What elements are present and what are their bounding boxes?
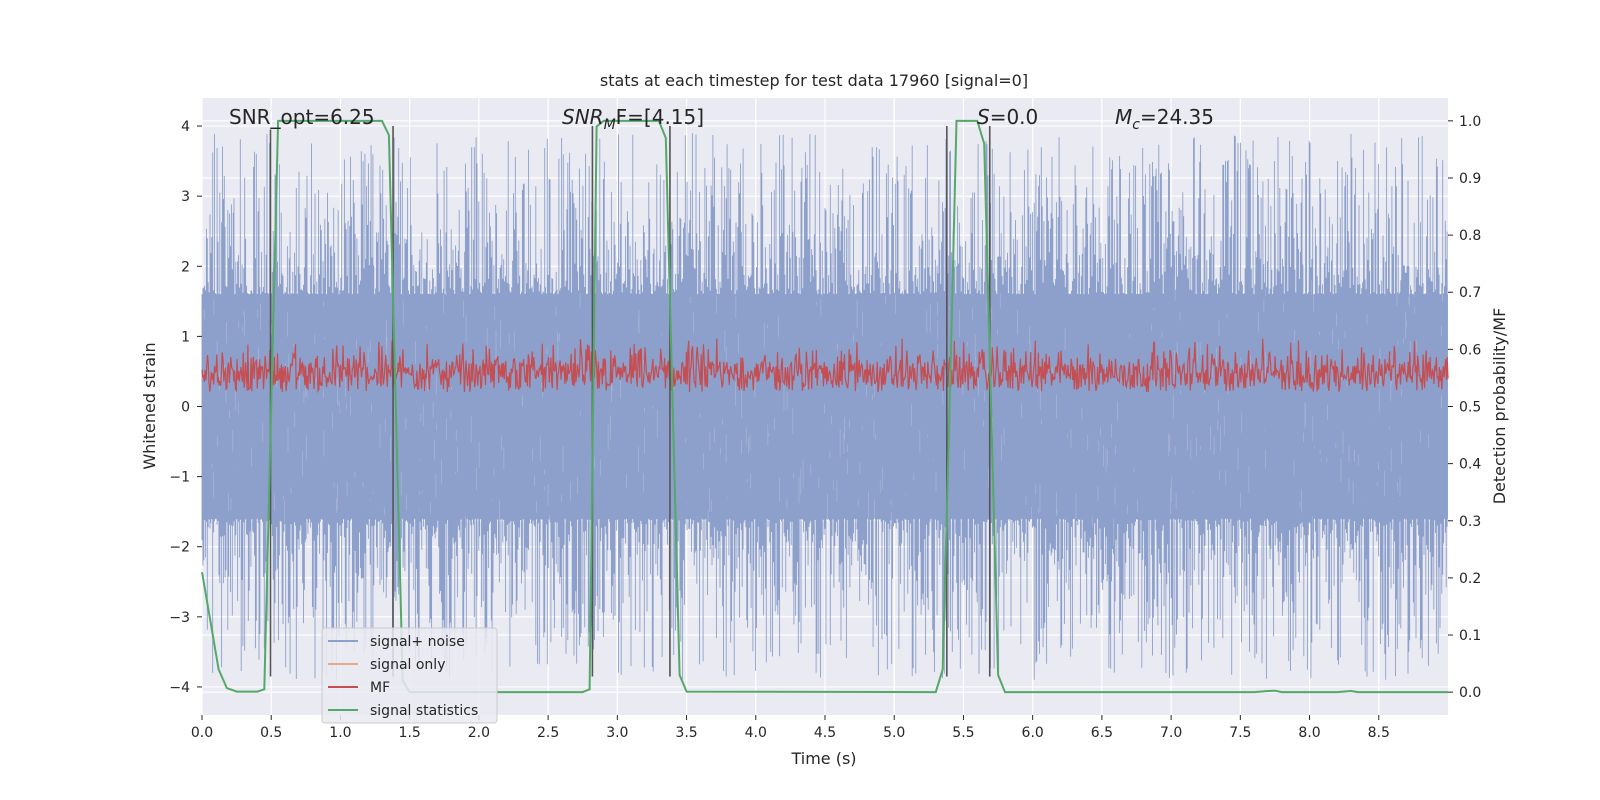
x-tick-label-1: 0.5 [260,725,282,741]
yr-tick-label-5: 0.5 [1459,400,1481,416]
noise-texture [204,274,1443,546]
annotation-mc-rest: =24.35 [1140,105,1214,129]
annotation-snr-mf-sub: M [604,117,616,133]
yr-tick-label-10: 1.0 [1459,114,1481,130]
y-right-axis-ticks: 0.0 0.1 0.2 0.3 0.4 0.5 0.6 0.7 0.8 0.9 1.0 [1448,114,1481,701]
x-tick-label-3: 1.5 [399,725,421,741]
x-tick-label-4: 2.0 [468,725,490,741]
yr-tick-label-1: 0.1 [1459,628,1481,644]
yr-tick-label-6: 0.6 [1459,342,1481,358]
legend-box [321,627,498,724]
legend-label-mf: MF [370,680,390,696]
x-tick-label-2: 1.0 [329,725,351,741]
annotation-snr-opt: SNR_opt=6.25 [229,105,375,129]
mf-line [201,338,1449,394]
yr-tick-label-0: 0.0 [1459,685,1481,701]
legend-label-signal-noise: signal+ noise [370,634,465,650]
annotation-s: S=0.0 [977,105,1038,129]
x-tick-label-9: 4.5 [814,725,836,741]
x-axis-ticks: 0.0 0.5 1.0 1.5 2.0 2.5 3.0 3.5 4.0 4.5 5.0 5.5 6.0 6… [191,715,1390,741]
yl-tick-label-1: −3 [169,610,190,626]
yr-tick-label-8: 0.8 [1459,228,1481,244]
x-tick-label-0: 0.0 [191,725,213,741]
y-right-axis-label: Detection probability/MF [1490,308,1509,505]
x-axis-label: Time (s) [790,749,856,768]
yr-tick-label-3: 0.3 [1459,514,1481,530]
x-tick-label-11: 5.5 [952,725,974,741]
yl-tick-label-7: 3 [181,189,190,205]
y-left-axis-ticks: −4 −3 −2 −1 0 1 2 3 4 [169,119,202,696]
x-tick-label-8: 4.0 [745,725,767,741]
yr-tick-label-9: 0.9 [1459,171,1481,187]
yr-tick-label-2: 0.2 [1459,571,1481,587]
yl-tick-label-8: 4 [181,119,190,135]
yl-tick-label-4: 0 [181,400,190,416]
signal-statistics-series [201,119,1448,694]
x-tick-label-16: 8.0 [1298,725,1320,741]
yl-tick-label-5: 1 [181,329,190,345]
x-tick-label-12: 6.0 [1022,725,1044,741]
yl-tick-label-2: −2 [169,540,190,556]
annotation-mc-sub: c [1132,117,1140,133]
annotation-mc-symbol: M [1115,105,1132,129]
x-tick-label-7: 3.5 [675,725,697,741]
x-tick-label-14: 7.0 [1160,725,1182,741]
annotation-s-rest: =0.0 [990,105,1039,129]
y-left-axis-label: Whitened strain [140,342,159,469]
annotation-s-symbol: S [977,105,990,129]
annotation-snr-mf-symbol: SNR [562,105,604,129]
legend-label-signal-statistics: signal statistics [370,703,478,719]
annotation-snr-mf: SNRMF=[4.15] [562,105,704,133]
signal-noise-series [201,133,1448,680]
x-tick-label-6: 3.0 [606,725,628,741]
yr-tick-label-4: 0.4 [1459,457,1481,473]
x-tick-label-17: 8.5 [1368,725,1390,741]
chart-title: stats at each timestep for test data 179… [600,71,1028,90]
x-tick-label-10: 5.0 [883,725,905,741]
x-tick-label-5: 2.5 [537,725,559,741]
legend: signal+ noise signal only MF signal stat… [321,627,498,724]
yl-tick-label-6: 2 [181,259,190,275]
annotation-snr-mf-rest: F=[4.15] [616,105,704,129]
yr-tick-label-7: 0.7 [1459,285,1481,301]
x-tick-label-15: 7.5 [1229,725,1251,741]
x-tick-label-13: 6.5 [1091,725,1113,741]
legend-label-signal-only: signal only [370,657,445,673]
yl-tick-label-0: −4 [169,680,190,696]
signal-statistics-line [201,119,1448,694]
yl-tick-label-3: −1 [169,470,190,486]
mf-series [201,338,1449,394]
annotation-mc: Mc=24.35 [1115,105,1214,133]
